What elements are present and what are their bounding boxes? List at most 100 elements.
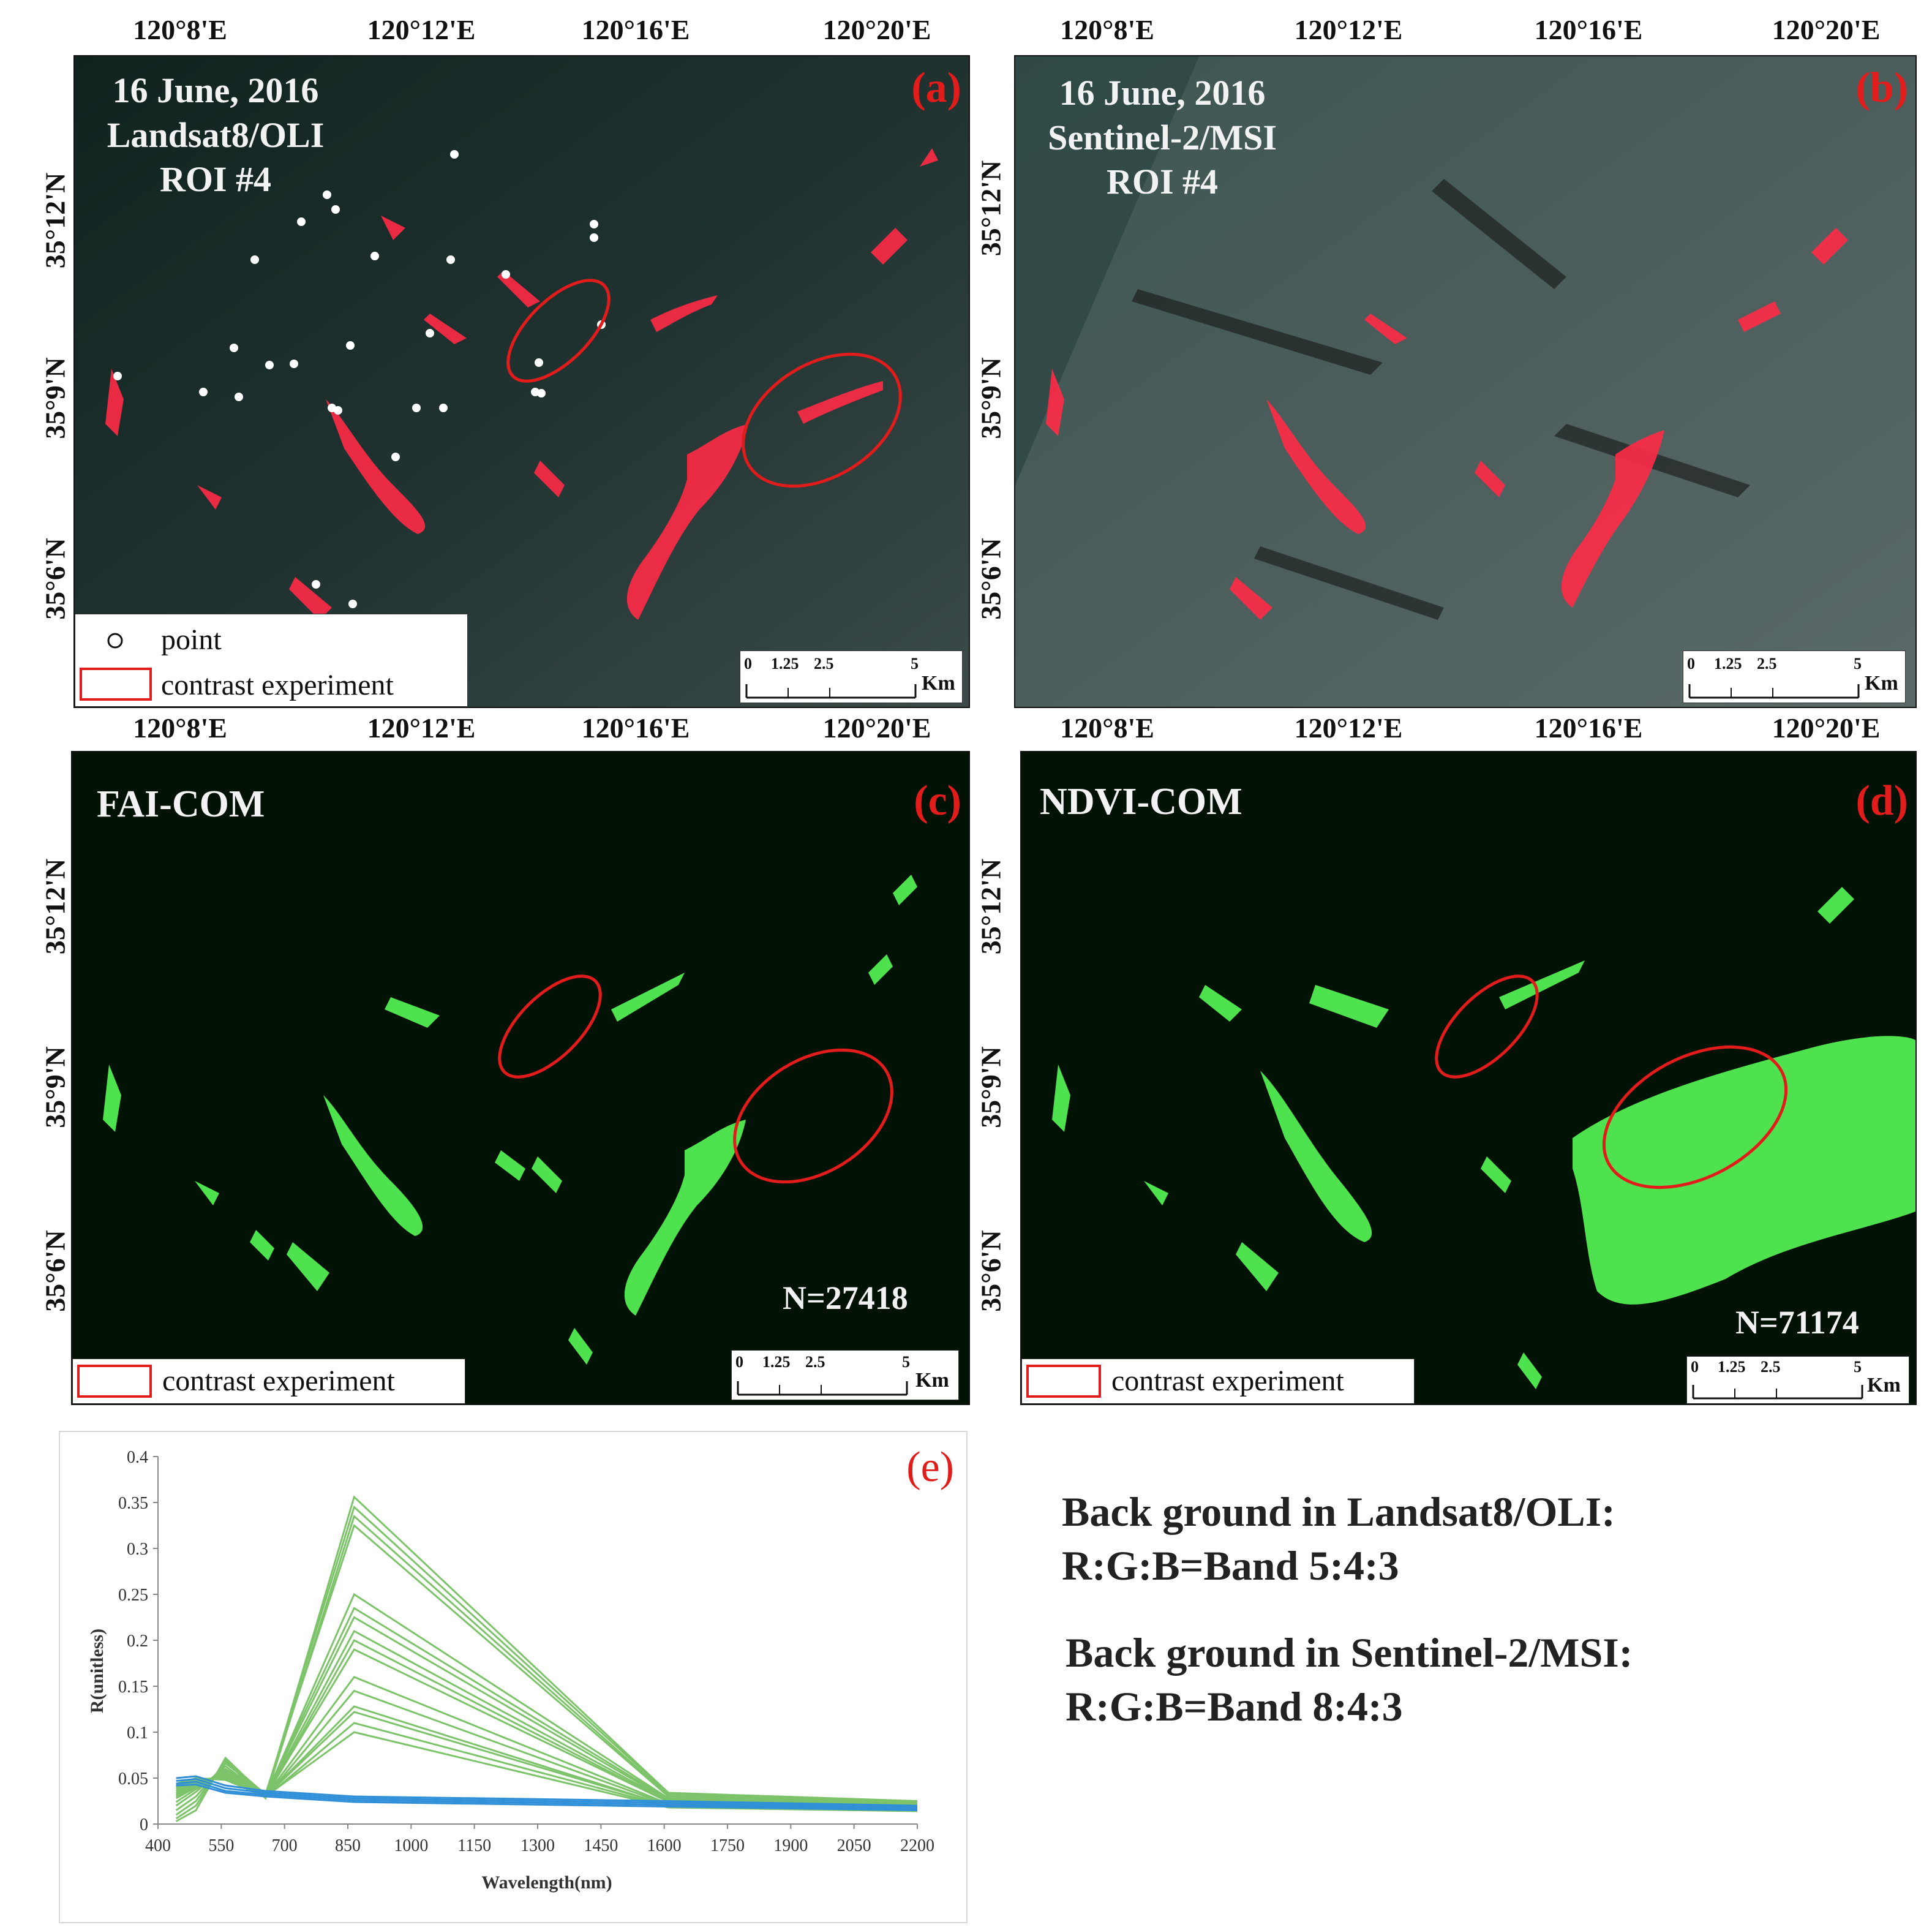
lon-label: 120°12'E	[367, 712, 476, 744]
x-tick-label: 850	[335, 1836, 361, 1855]
note-line: Back ground in Landsat8/OLI:	[1062, 1488, 1615, 1535]
x-tick-label: 550	[208, 1836, 234, 1855]
chart-axes	[157, 1457, 917, 1825]
algae-patches-green	[1052, 887, 1915, 1389]
legend-point-label: point	[161, 624, 222, 656]
panel-e: 400 550 700 850 1000 1150 1300 1450 1600 1750 1900…	[59, 1431, 968, 1923]
scalebar-c: 0 1.25 2.5 5 Km	[731, 1350, 959, 1400]
lat-label: 35°6'N	[39, 1230, 71, 1312]
note-line: R:G:B=Band 8:4:3	[1066, 1683, 1403, 1730]
scale-unit: Km	[922, 672, 955, 695]
scale-tick: 2.5	[1761, 1358, 1781, 1376]
lat-label: 35°9'N	[975, 357, 1007, 439]
scale-tick: 2.5	[814, 655, 834, 673]
sample-points	[113, 150, 606, 608]
date-text: 16 June, 2016	[1059, 73, 1266, 113]
lon-label: 120°16'E	[581, 14, 690, 45]
x-tick-label: 1150	[457, 1836, 491, 1855]
scale-tick: 1.25	[1714, 655, 1742, 673]
spectra-chart: 400 550 700 850 1000 1150 1300 1450 1600 1750 1900…	[87, 1444, 954, 1893]
contrast-ellipses	[498, 974, 893, 1184]
lon-label: 120°8'E	[1060, 712, 1154, 744]
contrast-ellipses	[506, 279, 902, 488]
x-tick-label: 1900	[773, 1836, 808, 1855]
x-tick-label: 2200	[900, 1836, 934, 1855]
scale-ruler	[1688, 684, 1860, 699]
roi-text: ROI #4	[1106, 162, 1219, 202]
scale-tick: 1.25	[762, 1353, 791, 1371]
y-tick-label: 0.3	[127, 1540, 148, 1559]
map-c: FAI-COM (c) N=27418 contrast experiment …	[71, 751, 970, 1405]
background-note-sentinel: Back ground in Sentinel-2/MSI: R:G:B=Ban…	[1066, 1626, 1633, 1734]
lon-label: 120°16'E	[1534, 14, 1643, 45]
note-line: R:G:B=Band 5:4:3	[1062, 1542, 1399, 1589]
algae-patches-red	[105, 148, 938, 620]
y-tick-label: 0.35	[118, 1494, 148, 1513]
lat-label: 35°6'N	[975, 1230, 1007, 1312]
scale-tick: 1.25	[1718, 1358, 1746, 1376]
x-tick-label: 2050	[837, 1836, 871, 1855]
lat-label: 35°12'N	[39, 858, 71, 955]
lon-label: 120°16'E	[1534, 712, 1643, 744]
spectrum-line-blue	[176, 1783, 918, 1811]
fai-detection-map	[72, 752, 969, 1404]
x-tick-label: 1450	[584, 1836, 618, 1855]
pixel-count: N=27418	[783, 1280, 908, 1316]
lon-label: 120°16'E	[581, 712, 690, 744]
scale-unit: Km	[1867, 1374, 1901, 1397]
pixel-count: N=71174	[1735, 1304, 1859, 1341]
y-tick-label: 0.25	[118, 1586, 148, 1605]
method-title: FAI-COM	[97, 783, 265, 825]
contrast-symbol-icon	[77, 1365, 152, 1398]
algae-patches-green	[103, 875, 917, 1365]
scale-tick: 5	[1854, 655, 1862, 673]
scale-ruler	[737, 1381, 908, 1396]
spectrum-line-blue	[176, 1775, 918, 1807]
panel-b-info: 16 June, 2016 Sentinel-2/MSI ROI #4	[1021, 71, 1303, 205]
scalebar-d: 0 1.25 2.5 5 Km	[1686, 1356, 1909, 1404]
legend-a: point contrast experiment	[75, 614, 468, 707]
panel-e-label: (e)	[906, 1444, 954, 1491]
roi-text: ROI #4	[159, 159, 272, 199]
lon-label: 120°8'E	[1060, 14, 1154, 45]
map-a: 16 June, 2016 Landsat8/OLI ROI #4 (a) po…	[73, 55, 970, 708]
scale-tick: 0	[1687, 655, 1695, 673]
point-symbol-icon	[107, 633, 123, 649]
lat-label: 35°12'N	[39, 172, 71, 269]
legend-contrast-label: contrast experiment	[1111, 1365, 1344, 1397]
spectrum-line-blue	[176, 1781, 918, 1811]
scale-tick: 0	[744, 655, 752, 673]
x-tick-label: 1750	[710, 1836, 745, 1855]
y-tick-label: 0	[140, 1815, 148, 1834]
map-d: NDVI-COM (d) N=71174 contrast experiment…	[1020, 751, 1917, 1405]
x-tick-label: 700	[272, 1836, 298, 1855]
sensor-text: Sentinel-2/MSI	[1048, 117, 1277, 157]
contrast-symbol-icon	[1026, 1365, 1101, 1398]
legend-c: contrast experiment	[72, 1359, 465, 1404]
method-title: NDVI-COM	[1040, 781, 1242, 823]
contrast-symbol-icon	[80, 668, 152, 701]
x-tick-label: 1300	[521, 1836, 555, 1855]
y-tick-label: 0.05	[118, 1770, 148, 1789]
scalebar-b: 0 1.25 2.5 5 Km	[1683, 650, 1906, 703]
scale-tick: 1.25	[771, 655, 799, 673]
lon-label: 120°20'E	[822, 14, 931, 45]
lat-label: 35°9'N	[975, 1046, 1007, 1128]
panel-a-label: (a)	[911, 64, 961, 111]
date-text: 16 June, 2016	[112, 70, 319, 110]
lat-label: 35°9'N	[39, 357, 71, 439]
sensor-text: Landsat8/OLI	[107, 115, 325, 155]
y-tick-label: 0.2	[127, 1632, 148, 1651]
scale-unit: Km	[915, 1369, 949, 1392]
y-tick-label: 0.15	[118, 1678, 148, 1697]
y-tick-label: 0.4	[127, 1448, 148, 1467]
scale-tick: 0	[735, 1353, 743, 1371]
spectrum-line-blue	[176, 1777, 918, 1809]
scale-ruler	[745, 684, 917, 699]
lon-label: 120°12'E	[1294, 14, 1403, 45]
lat-label: 35°12'N	[975, 858, 1007, 955]
panel-a-info: 16 June, 2016 Landsat8/OLI ROI #4	[87, 69, 344, 202]
ndvi-detection-map	[1021, 752, 1915, 1404]
contrast-ellipses	[1435, 974, 1788, 1189]
scale-tick: 5	[1854, 1358, 1862, 1376]
